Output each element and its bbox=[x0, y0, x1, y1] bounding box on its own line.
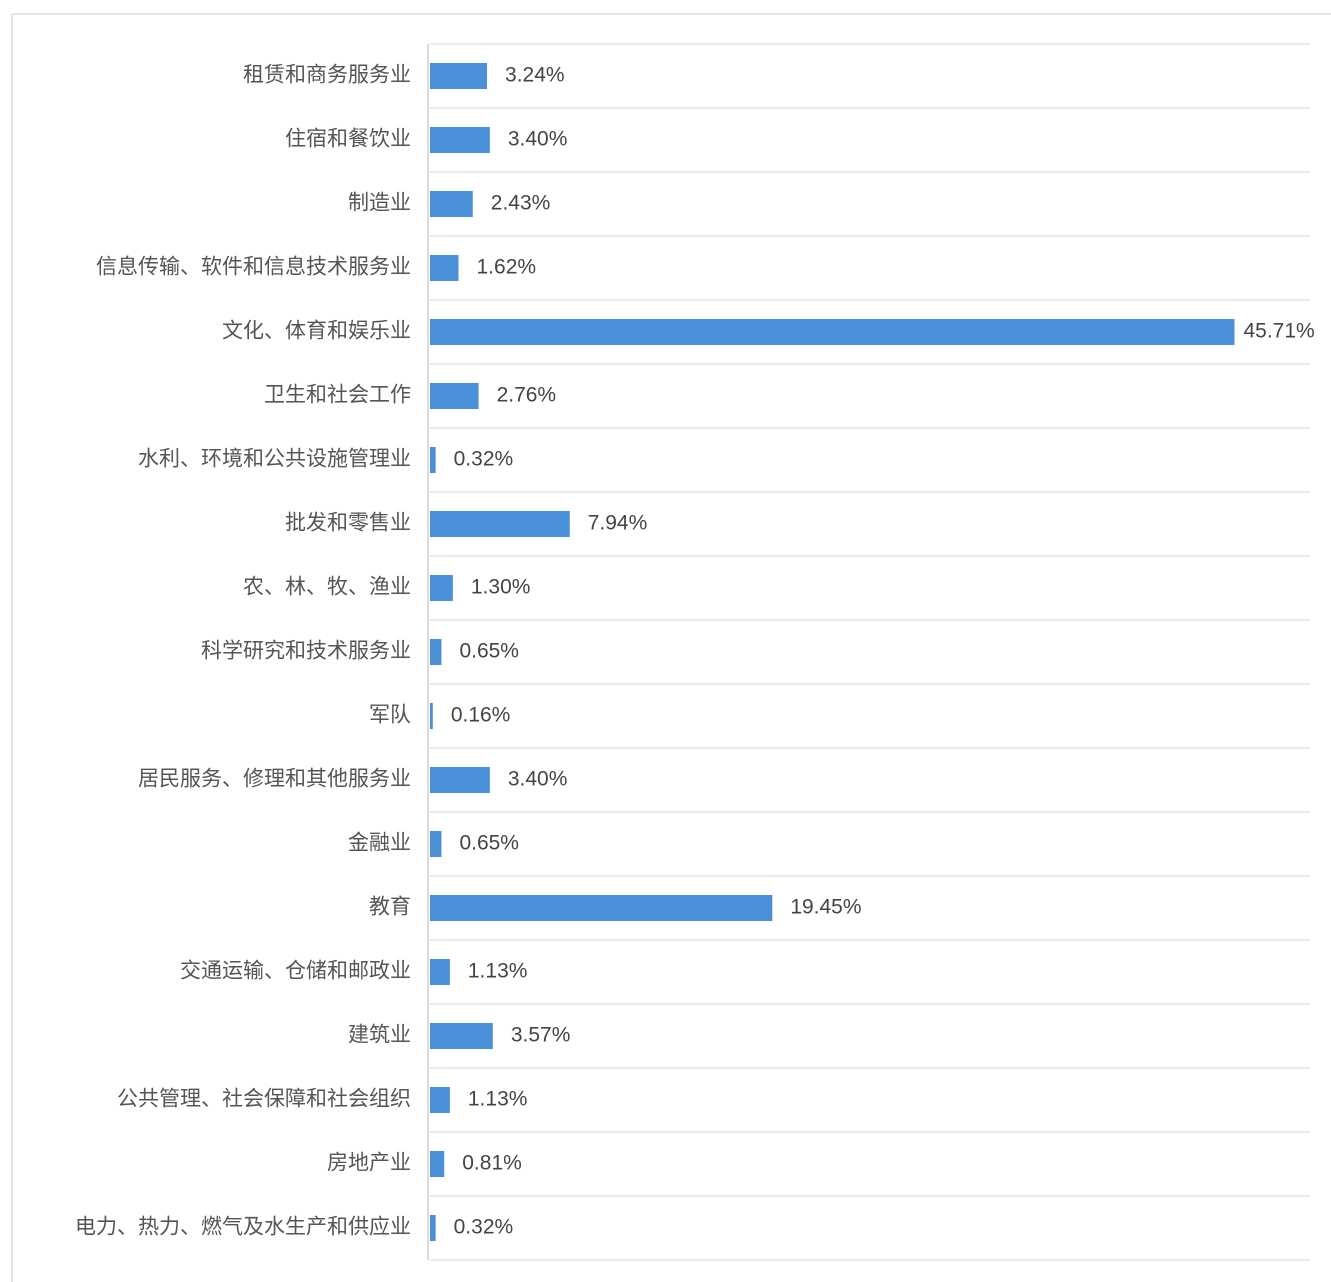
bar bbox=[430, 319, 1235, 345]
bar bbox=[430, 1087, 450, 1113]
bar bbox=[430, 767, 490, 793]
bar bbox=[430, 127, 490, 153]
value-label: 2.43% bbox=[491, 192, 551, 215]
value-label: 19.45% bbox=[790, 896, 861, 919]
category-label: 电力、热力、燃气及水生产和供应业 bbox=[75, 1215, 411, 1239]
value-label: 0.65% bbox=[459, 640, 519, 663]
value-label: 3.40% bbox=[508, 768, 568, 791]
bar bbox=[430, 1023, 493, 1049]
category-label: 教育 bbox=[369, 895, 411, 919]
value-label: 45.71% bbox=[1243, 320, 1314, 343]
bar bbox=[430, 63, 488, 89]
category-label: 批发和零售业 bbox=[285, 511, 411, 535]
category-label: 租赁和商务服务业 bbox=[243, 63, 411, 87]
category-label: 卫生和社会工作 bbox=[264, 383, 411, 407]
category-label: 公共管理、社会保障和社会组织 bbox=[117, 1087, 411, 1111]
value-label: 1.13% bbox=[468, 1088, 528, 1111]
value-label: 3.40% bbox=[508, 128, 568, 151]
bar bbox=[430, 383, 479, 409]
category-label: 科学研究和技术服务业 bbox=[201, 639, 411, 663]
bar bbox=[430, 255, 459, 281]
value-label: 0.32% bbox=[454, 1216, 514, 1239]
category-label: 住宿和餐饮业 bbox=[285, 127, 411, 151]
value-label: 1.30% bbox=[471, 576, 531, 599]
value-label: 1.13% bbox=[468, 960, 528, 983]
bar bbox=[430, 639, 442, 665]
category-label: 农、林、牧、渔业 bbox=[243, 575, 411, 599]
bar bbox=[430, 447, 436, 473]
category-label: 制造业 bbox=[348, 191, 411, 215]
category-label: 文化、体育和娱乐业 bbox=[222, 319, 411, 343]
value-label: 3.57% bbox=[511, 1024, 571, 1047]
category-label: 水利、环境和公共设施管理业 bbox=[138, 447, 411, 471]
bar bbox=[430, 191, 473, 217]
value-label: 0.16% bbox=[451, 704, 511, 727]
bar bbox=[430, 703, 433, 729]
category-label: 房地产业 bbox=[327, 1151, 411, 1175]
bar bbox=[430, 1215, 436, 1241]
bar bbox=[430, 575, 453, 601]
category-label: 居民服务、修理和其他服务业 bbox=[138, 767, 411, 791]
bar bbox=[430, 895, 773, 921]
category-label: 信息传输、软件和信息技术服务业 bbox=[96, 255, 411, 279]
bar bbox=[430, 511, 570, 537]
category-label: 建筑业 bbox=[348, 1023, 411, 1047]
category-label: 金融业 bbox=[348, 831, 411, 855]
category-label: 交通运输、仓储和邮政业 bbox=[180, 959, 411, 983]
bar bbox=[430, 831, 442, 857]
bar bbox=[430, 959, 450, 985]
value-label: 3.24% bbox=[505, 64, 565, 87]
value-label: 2.76% bbox=[497, 384, 557, 407]
value-label: 1.62% bbox=[477, 256, 537, 279]
value-label: 0.65% bbox=[459, 832, 519, 855]
value-label: 7.94% bbox=[588, 512, 648, 535]
value-label: 0.32% bbox=[454, 448, 514, 471]
value-label: 0.81% bbox=[462, 1152, 522, 1175]
category-label: 军队 bbox=[369, 703, 411, 727]
bar bbox=[430, 1151, 445, 1177]
